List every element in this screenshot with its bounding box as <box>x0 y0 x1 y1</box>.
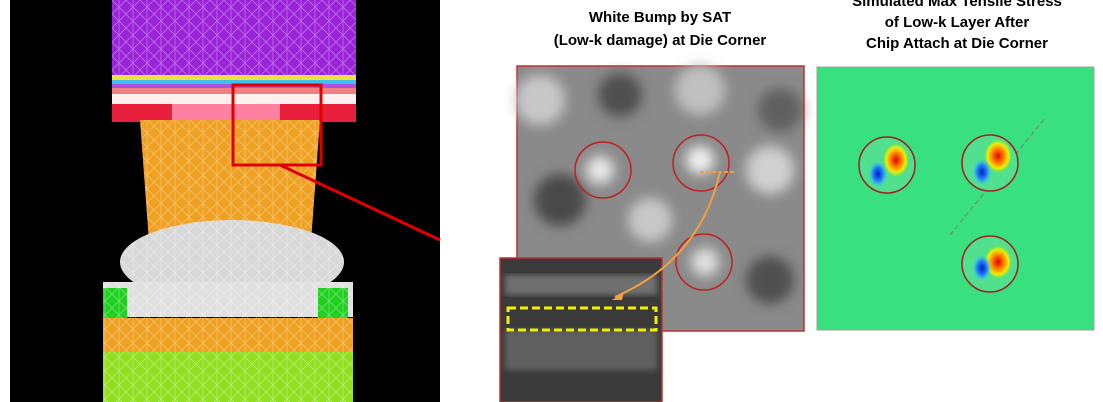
panel-title: Chip Attach at Die Corner <box>866 35 1048 52</box>
stress-bump <box>961 235 1019 293</box>
panel-title: Simulated Max Tensile Stress <box>852 0 1062 10</box>
stress-bump <box>858 136 916 194</box>
simulation-panel: Simulated Max Tensile Stress of Low-k La… <box>816 0 1095 331</box>
fem-model <box>10 0 441 402</box>
panel-title: of Low-k Layer After <box>885 14 1030 31</box>
panel-title: White Bump by SAT <box>589 9 731 26</box>
sat-panel: White Bump by SAT (Low-k damage) at Die … <box>499 9 805 402</box>
panel-title: (Low-k damage) at Die Corner <box>554 32 767 49</box>
stress-bump <box>961 134 1019 192</box>
